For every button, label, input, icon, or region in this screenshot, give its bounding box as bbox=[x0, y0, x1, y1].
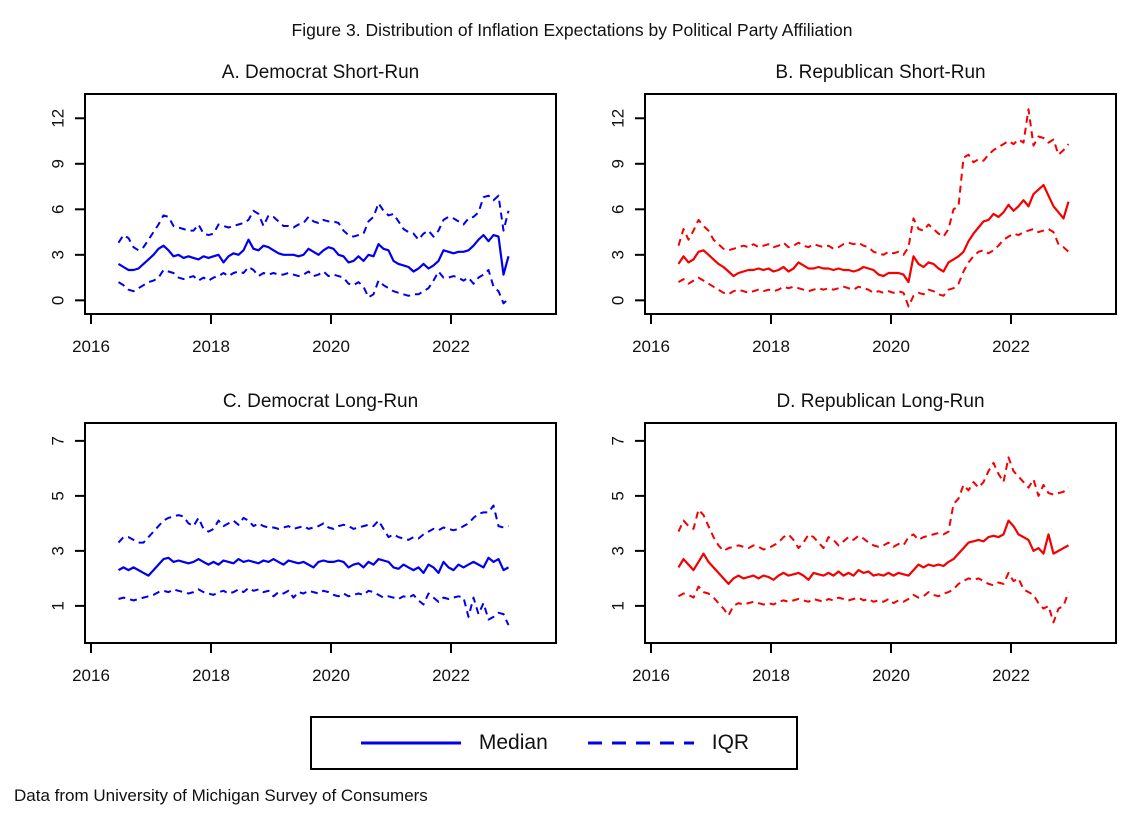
x-tick-label: 2016 bbox=[632, 337, 670, 356]
x-tick-label: 2016 bbox=[72, 337, 110, 356]
x-tick-label: 2020 bbox=[872, 666, 910, 685]
y-tick-label: 5 bbox=[49, 491, 68, 500]
x-tick-label: 2020 bbox=[872, 337, 910, 356]
y-tick-label: 9 bbox=[609, 159, 628, 168]
y-tick-label: 12 bbox=[49, 109, 68, 128]
y-tick-label: 1 bbox=[609, 601, 628, 610]
x-tick-label: 2016 bbox=[72, 666, 110, 685]
median-line bbox=[117, 556, 510, 577]
figure-title: Figure 3. Distribution of Inflation Expe… bbox=[291, 20, 853, 40]
x-tick-label: 2018 bbox=[752, 666, 790, 685]
legend-median-label: Median bbox=[478, 731, 548, 754]
panel-a-plot: 2016 2018 2020 2022 0 3 6 9 12 bbox=[49, 93, 557, 356]
plot-box bbox=[644, 93, 1117, 315]
x-tick-label: 2022 bbox=[432, 666, 470, 685]
y-tick-label: 3 bbox=[49, 546, 68, 555]
y-tick-label: 5 bbox=[609, 491, 628, 500]
median-line bbox=[677, 519, 1070, 585]
iqr-lower-line bbox=[118, 587, 510, 626]
x-tick-label: 2016 bbox=[632, 666, 670, 685]
panel-b-title: B. Republican Short-Run bbox=[775, 62, 986, 83]
panel-d-title: D. Republican Long-Run bbox=[776, 391, 985, 412]
iqr-lower-line bbox=[678, 571, 1070, 624]
legend-median-line-sample bbox=[360, 741, 461, 745]
legend: Median IQR bbox=[310, 716, 798, 770]
median-line bbox=[677, 183, 1070, 284]
panel-b-plot: 2016 2018 2020 2022 0 3 6 9 12 bbox=[609, 93, 1117, 356]
panel-republican-long-run: D. Republican Long-Run 2016 2018 2020 2022 1… bbox=[590, 389, 1130, 695]
x-tick-label: 2018 bbox=[192, 666, 230, 685]
y-tick-label: 1 bbox=[49, 601, 68, 610]
y-tick-label: 3 bbox=[49, 250, 68, 259]
plot-box bbox=[644, 422, 1117, 644]
plot-box bbox=[84, 93, 557, 315]
panel-republican-short-run: B. Republican Short-Run 2016 2018 2020 2022… bbox=[590, 60, 1130, 366]
panel-democrat-long-run: C. Democrat Long-Run 2016 2018 2020 2022 1 3 5… bbox=[30, 389, 570, 695]
y-tick-label: 12 bbox=[609, 109, 628, 128]
legend-iqr-line-sample bbox=[587, 741, 694, 745]
iqr-upper-line bbox=[117, 194, 510, 252]
y-tick-label: 3 bbox=[609, 546, 628, 555]
x-tick-label: 2022 bbox=[992, 337, 1030, 356]
y-tick-label: 7 bbox=[49, 436, 68, 445]
legend-iqr-label: IQR bbox=[711, 731, 750, 754]
median-line bbox=[117, 234, 510, 276]
x-tick-label: 2020 bbox=[312, 666, 350, 685]
x-tick-label: 2020 bbox=[312, 337, 350, 356]
plot-box bbox=[84, 422, 557, 644]
y-tick-label: 3 bbox=[609, 250, 628, 259]
panel-c-plot: 2016 2018 2020 2022 1 3 5 7 bbox=[49, 422, 557, 685]
y-tick-label: 9 bbox=[49, 159, 68, 168]
panel-democrat-short-run: A. Democrat Short-Run 2016 2018 2020 2022 0 3… bbox=[30, 60, 570, 366]
x-tick-label: 2018 bbox=[752, 337, 790, 356]
y-tick-label: 7 bbox=[609, 436, 628, 445]
iqr-upper-line bbox=[677, 108, 1070, 256]
y-tick-label: 0 bbox=[609, 296, 628, 305]
x-tick-label: 2022 bbox=[992, 666, 1030, 685]
iqr-upper-line bbox=[117, 504, 509, 544]
iqr-lower-line bbox=[117, 266, 510, 305]
x-tick-label: 2018 bbox=[192, 337, 230, 356]
iqr-lower-line bbox=[677, 228, 1070, 308]
x-tick-label: 2022 bbox=[432, 337, 470, 356]
iqr-upper-line bbox=[677, 456, 1070, 552]
y-tick-label: 0 bbox=[49, 296, 68, 305]
source-note: Data from University of Michigan Survey … bbox=[14, 786, 428, 805]
y-tick-label: 6 bbox=[609, 205, 628, 214]
panel-a-title: A. Democrat Short-Run bbox=[221, 62, 420, 83]
y-tick-label: 6 bbox=[49, 205, 68, 214]
panel-c-title: C. Democrat Long-Run bbox=[222, 391, 419, 412]
panel-d-plot: 2016 2018 2020 2022 1 3 5 7 bbox=[609, 422, 1117, 685]
